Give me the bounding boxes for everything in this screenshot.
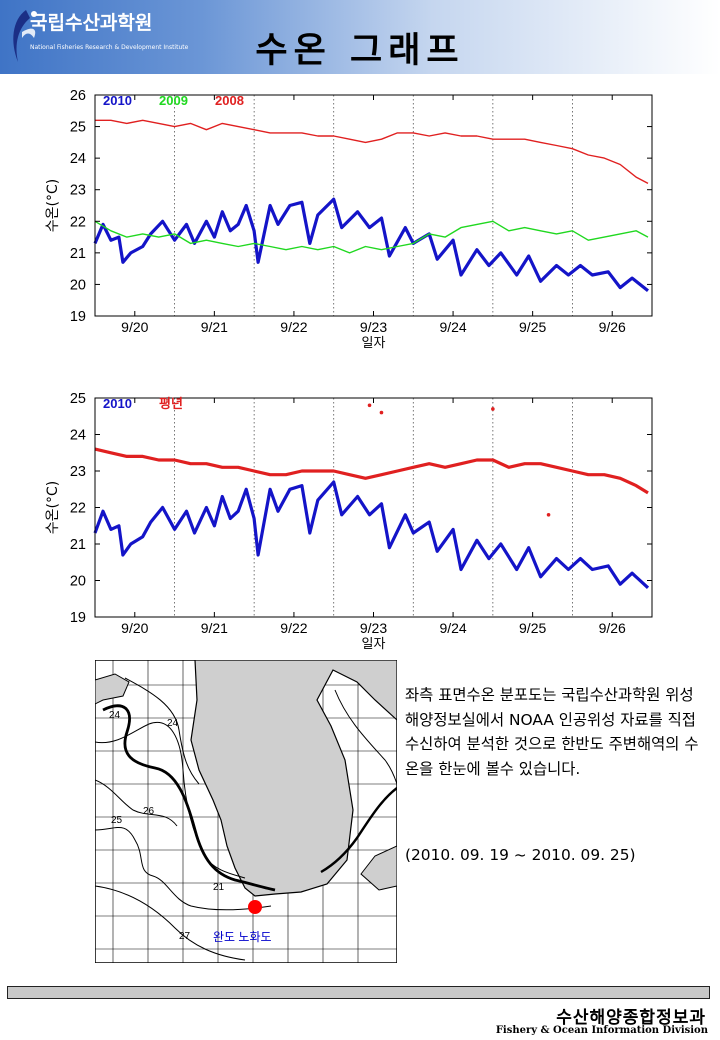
y-tick-label: 21 bbox=[70, 537, 86, 553]
y-tick-label: 24 bbox=[70, 428, 86, 444]
x-tick-label: 9/20 bbox=[121, 319, 148, 335]
sst-contours bbox=[95, 677, 397, 961]
y-tick-label: 25 bbox=[70, 120, 86, 136]
x-tick-label: 9/21 bbox=[201, 319, 228, 335]
institute-logo[interactable]: 국립수산과학원 National Fisheries Research & De… bbox=[4, 2, 188, 70]
x-tick-label: 9/25 bbox=[519, 319, 546, 335]
series-line-2010 bbox=[93, 197, 649, 292]
plot-frame bbox=[94, 397, 653, 618]
y-tick-label: 20 bbox=[70, 574, 86, 590]
series-line-2010 bbox=[93, 480, 650, 589]
station-marker[interactable] bbox=[248, 900, 262, 914]
date-range: (2010. 09. 19 ~ 2010. 09. 25) bbox=[405, 846, 636, 864]
contour-label: 24 bbox=[167, 718, 179, 729]
y-tick-label: 23 bbox=[70, 464, 86, 480]
header-banner: 국립수산과학원 National Fisheries Research & De… bbox=[0, 0, 720, 74]
contour-label: 26 bbox=[143, 806, 155, 817]
y-tick-label: 19 bbox=[70, 309, 86, 325]
org-subtitle: National Fisheries Research & Developmen… bbox=[30, 44, 189, 51]
data-point bbox=[546, 513, 551, 517]
x-tick-label: 9/22 bbox=[280, 319, 307, 335]
footer-division-name: 수산해양종합정보과 bbox=[556, 1008, 706, 1028]
x-tick-label: 9/22 bbox=[280, 620, 307, 636]
data-point bbox=[367, 403, 372, 408]
x-tick-label: 9/21 bbox=[201, 620, 228, 636]
x-tick-label: 9/25 bbox=[519, 620, 546, 636]
y-tick-label: 22 bbox=[70, 214, 86, 230]
series-line-2008 bbox=[95, 119, 649, 185]
x-axis-label: 일자 bbox=[362, 336, 386, 351]
data-point bbox=[379, 410, 384, 415]
y-tick-label: 24 bbox=[70, 151, 86, 167]
legend-entry: 2010 bbox=[103, 396, 132, 411]
logo-swirl-icon bbox=[13, 10, 37, 62]
temperature-chart-2010-normal: 19 20 21 22 23 24 25 9/20 9/21 9/22 9/23 9/24 9/25 9/… bbox=[45, 391, 653, 652]
x-tick-label: 9/24 bbox=[439, 620, 466, 636]
y-tick-label: 22 bbox=[70, 501, 86, 517]
y-tick-label: 19 bbox=[70, 610, 86, 626]
x-tick-label: 9/24 bbox=[439, 319, 466, 335]
legend-entry: 평년 bbox=[159, 396, 183, 411]
data-point bbox=[491, 407, 495, 411]
station-label: 완도 노화도 bbox=[213, 930, 272, 944]
x-tick-label: 9/23 bbox=[360, 620, 387, 636]
y-tick-label: 21 bbox=[70, 246, 86, 262]
sst-distribution-map[interactable]: 24 24 25 26 21 27 완도 노화도 bbox=[95, 660, 397, 963]
footer-bar bbox=[7, 986, 710, 999]
page-title: 수온 그래프 bbox=[255, 31, 465, 71]
x-tick-label: 9/20 bbox=[121, 620, 148, 636]
map-description: 좌측 표면수온 분포도는 국립수산과학원 위성해양정보실에서 NOAA 인공위성… bbox=[405, 686, 699, 778]
temperature-chart-2010-2009-2008: 19 20 21 22 23 24 25 26 9/20 9/21 9/22 9/23 9/24 9/25… bbox=[45, 88, 653, 351]
y-tick-label: 26 bbox=[70, 88, 86, 104]
legend-entry: 2009 bbox=[159, 93, 188, 108]
contour-label: 27 bbox=[179, 931, 191, 942]
x-tick-label: 9/26 bbox=[599, 620, 626, 636]
y-axis-label: 수온(°C) bbox=[45, 481, 61, 534]
korean-peninsula-land bbox=[190, 660, 397, 897]
series-line-2009 bbox=[94, 220, 649, 254]
y-tick-label: 23 bbox=[70, 183, 86, 199]
contour-label: 24 bbox=[109, 710, 121, 721]
china-coast-land bbox=[95, 673, 130, 705]
x-tick-label: 9/26 bbox=[599, 319, 626, 335]
y-tick-label: 20 bbox=[70, 277, 86, 293]
contour-label: 21 bbox=[213, 882, 225, 893]
x-axis-label: 일자 bbox=[362, 637, 386, 652]
y-tick-label: 25 bbox=[70, 391, 86, 407]
x-tick-label: 9/23 bbox=[360, 319, 387, 335]
japan-land bbox=[360, 845, 397, 891]
footer-division-name-en: Fishery & Ocean Information Division bbox=[495, 1025, 708, 1036]
legend-entry: 2010 bbox=[103, 93, 132, 108]
y-axis-label: 수온(°C) bbox=[45, 179, 61, 232]
series-line-평년 bbox=[94, 447, 649, 495]
legend-entry: 2008 bbox=[215, 93, 244, 108]
org-name: 국립수산과학원 bbox=[30, 12, 153, 34]
contour-label: 25 bbox=[111, 815, 123, 826]
